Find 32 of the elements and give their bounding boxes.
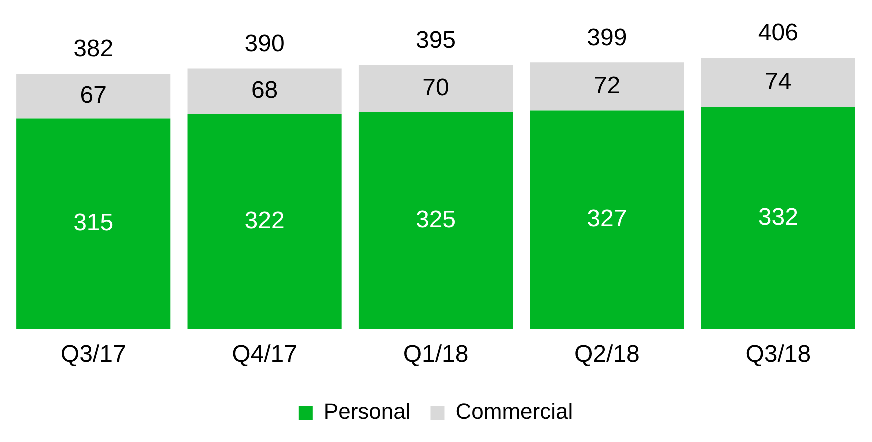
x-tick-label: Q4/17 [232, 341, 298, 368]
total-label: 395 [416, 26, 456, 54]
bar [701, 107, 856, 330]
data-label: 72 [594, 72, 621, 100]
x-tick-label: Q2/18 [574, 341, 640, 368]
x-tick-label: Q1/18 [403, 341, 469, 368]
bar [701, 58, 856, 108]
x-tick-label: Q3/17 [60, 341, 126, 368]
bar [358, 112, 514, 330]
total-label: 390 [244, 30, 285, 58]
bar [188, 114, 342, 330]
data-label: 70 [422, 74, 450, 102]
data-label: 327 [587, 206, 628, 233]
total-label: 382 [74, 36, 114, 63]
legend-label: Commercial [456, 399, 574, 424]
total-label: 406 [758, 20, 798, 47]
data-label: 322 [244, 207, 285, 234]
bar [16, 74, 171, 119]
bar [530, 62, 684, 111]
data-label: 325 [416, 206, 456, 234]
bar [188, 68, 342, 114]
data-label: 74 [765, 68, 792, 96]
data-label: 332 [758, 204, 798, 231]
data-label: 67 [80, 82, 107, 110]
bar [530, 110, 684, 330]
bar [16, 118, 171, 330]
legend-label: Personal [324, 399, 411, 424]
bar [358, 65, 514, 112]
total-label: 399 [587, 24, 628, 52]
data-label: 315 [74, 210, 114, 237]
data-label: 68 [251, 77, 278, 104]
x-tick-label: Q3/18 [746, 341, 812, 368]
